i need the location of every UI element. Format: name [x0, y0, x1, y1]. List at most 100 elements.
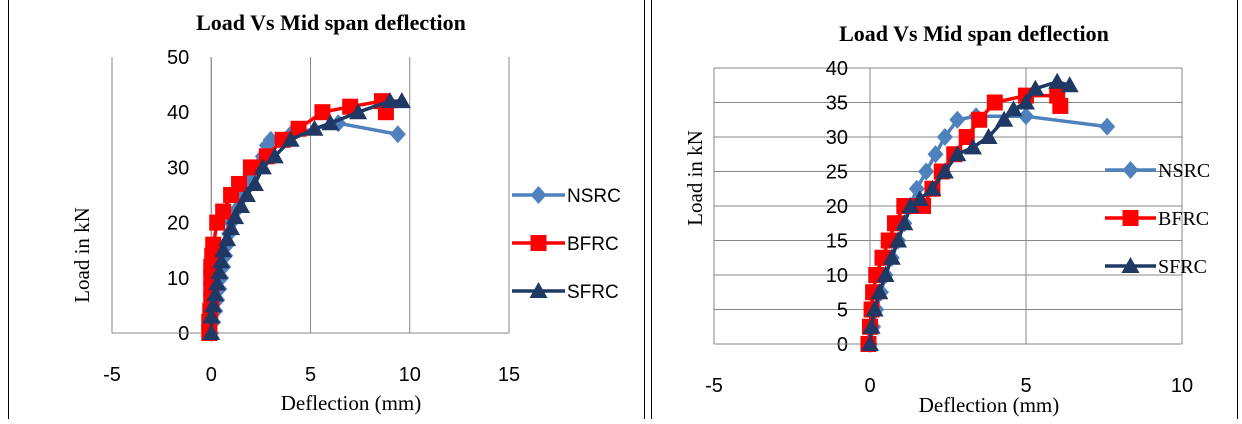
data-point-sfrc — [212, 252, 231, 269]
data-point-sfrc — [206, 285, 225, 302]
data-point-bfrc — [986, 94, 1003, 111]
data-point-sfrc — [202, 324, 221, 340]
x-tick-label: 10 — [399, 364, 421, 386]
data-point-sfrc — [889, 231, 908, 248]
legend: NSRC BFRC SFRC — [512, 186, 621, 303]
data-point-sfrc — [979, 128, 998, 144]
data-point-bfrc — [215, 203, 232, 220]
data-point-sfrc — [901, 197, 920, 213]
data-point-sfrc — [895, 214, 914, 231]
chart-left: Load Vs Mid span deflection Deflection (… — [70, 10, 621, 415]
data-point-sfrc — [935, 162, 954, 179]
data-point-sfrc — [321, 114, 340, 131]
data-point-sfrc — [380, 92, 399, 109]
data-point-sfrc — [876, 266, 895, 282]
data-point-nsrc — [949, 110, 966, 129]
x-tick-label: 5 — [305, 364, 316, 386]
data-point-bfrc — [971, 111, 988, 128]
data-point-sfrc — [862, 317, 881, 334]
data-point-sfrc — [865, 300, 884, 317]
y-tick-label: 5 — [837, 300, 848, 322]
data-point-sfrc — [214, 241, 233, 258]
y-tick-label: 35 — [826, 93, 848, 115]
y-tick-label: 50 — [167, 47, 189, 69]
y-tick-label: 40 — [167, 102, 189, 124]
legend-label-nsrc: NSRC — [1158, 160, 1210, 182]
y-tick-label: 20 — [826, 196, 848, 218]
legend-marker-sfrc — [1121, 257, 1140, 273]
y-tick-label: 20 — [167, 213, 189, 235]
data-point-bfrc — [958, 129, 975, 145]
data-point-sfrc — [948, 145, 967, 162]
legend-marker-nsrc — [530, 186, 547, 204]
data-point-sfrc — [202, 307, 221, 324]
data-point-sfrc — [232, 197, 251, 214]
legend-label-bfrc: BFRC — [567, 234, 619, 255]
chart-right: Load Vs Mid span deflection Deflection (… — [683, 21, 1210, 417]
chart-panel-left: Load Vs Mid span deflection Deflection (… — [8, 0, 645, 419]
data-point-nsrc — [918, 162, 935, 181]
x-tick-label: 5 — [1020, 375, 1031, 397]
legend-marker-nsrc — [1122, 161, 1139, 179]
data-point-nsrc — [389, 125, 406, 144]
x-tick-label: 10 — [1171, 375, 1193, 397]
chart-title: Load Vs Mid span deflection — [196, 10, 466, 35]
data-point-nsrc — [927, 145, 944, 164]
data-point-nsrc — [1099, 117, 1116, 136]
data-point-bfrc — [205, 236, 222, 253]
data-point-sfrc — [870, 283, 889, 300]
y-tick-label: 10 — [826, 265, 848, 287]
series-line-nsrc — [209, 121, 399, 334]
data-point-sfrc — [204, 296, 223, 313]
data-point-bfrc — [231, 175, 248, 192]
plot-area: -5 0 5 10 15 0 10 20 30 40 50 — [103, 47, 520, 386]
data-point-sfrc — [226, 208, 245, 225]
data-point-sfrc — [882, 248, 901, 265]
x-axis-label: Deflection (mm) — [281, 391, 422, 415]
data-point-sfrc — [222, 219, 241, 236]
legend-marker-sfrc — [529, 282, 548, 298]
data-point-nsrc — [1018, 107, 1034, 126]
data-point-sfrc — [1017, 93, 1035, 110]
x-tick-label: 0 — [206, 364, 217, 386]
legend-marker-bfrc — [1122, 210, 1139, 226]
legend-label-bfrc: BFRC — [1158, 208, 1209, 230]
data-point-sfrc — [910, 190, 929, 207]
legend-label-nsrc: NSRC — [567, 186, 621, 207]
data-point-sfrc — [237, 186, 256, 202]
y-axis-label: Load in kN — [683, 130, 707, 226]
data-point-sfrc — [1060, 76, 1079, 93]
data-point-sfrc — [218, 230, 237, 247]
y-tick-label: 40 — [826, 58, 848, 80]
data-point-sfrc — [861, 335, 879, 351]
data-point-sfrc — [963, 138, 982, 155]
y-tick-label: 10 — [167, 268, 189, 290]
x-tick-label: -5 — [705, 375, 723, 397]
data-point-bfrc — [1052, 97, 1069, 114]
data-point-sfrc — [923, 179, 942, 196]
data-point-bfrc — [377, 104, 394, 121]
data-point-sfrc — [245, 174, 264, 191]
legend-marker-bfrc — [530, 235, 547, 251]
y-tick-label: 30 — [167, 157, 189, 179]
data-point-sfrc — [305, 119, 324, 136]
plot-area: -5 0 5 10 0 5 10 15 20 25 30 35 40 — [705, 58, 1193, 397]
data-point-sfrc — [281, 130, 300, 147]
chart-panel-right: Load Vs Mid span deflection Deflection (… — [651, 0, 1238, 419]
chart-title: Load Vs Mid span deflection — [839, 21, 1109, 46]
data-point-sfrc — [392, 92, 411, 109]
legend-label-sfrc: SFRC — [567, 282, 619, 303]
data-point-sfrc — [1026, 79, 1045, 96]
y-axis-label: Load in kN — [70, 207, 94, 303]
y-tick-label: 25 — [826, 162, 848, 184]
data-point-nsrc — [936, 128, 953, 146]
y-tick-label: 15 — [826, 231, 848, 253]
x-tick-label: 15 — [498, 364, 520, 386]
data-point-sfrc — [995, 110, 1014, 127]
data-point-bfrc — [242, 159, 259, 176]
x-tick-label: -5 — [103, 364, 121, 386]
data-point-sfrc — [208, 274, 227, 291]
data-point-sfrc — [349, 103, 368, 120]
y-tick-label: 0 — [837, 334, 848, 356]
data-point-sfrc — [1048, 72, 1067, 89]
